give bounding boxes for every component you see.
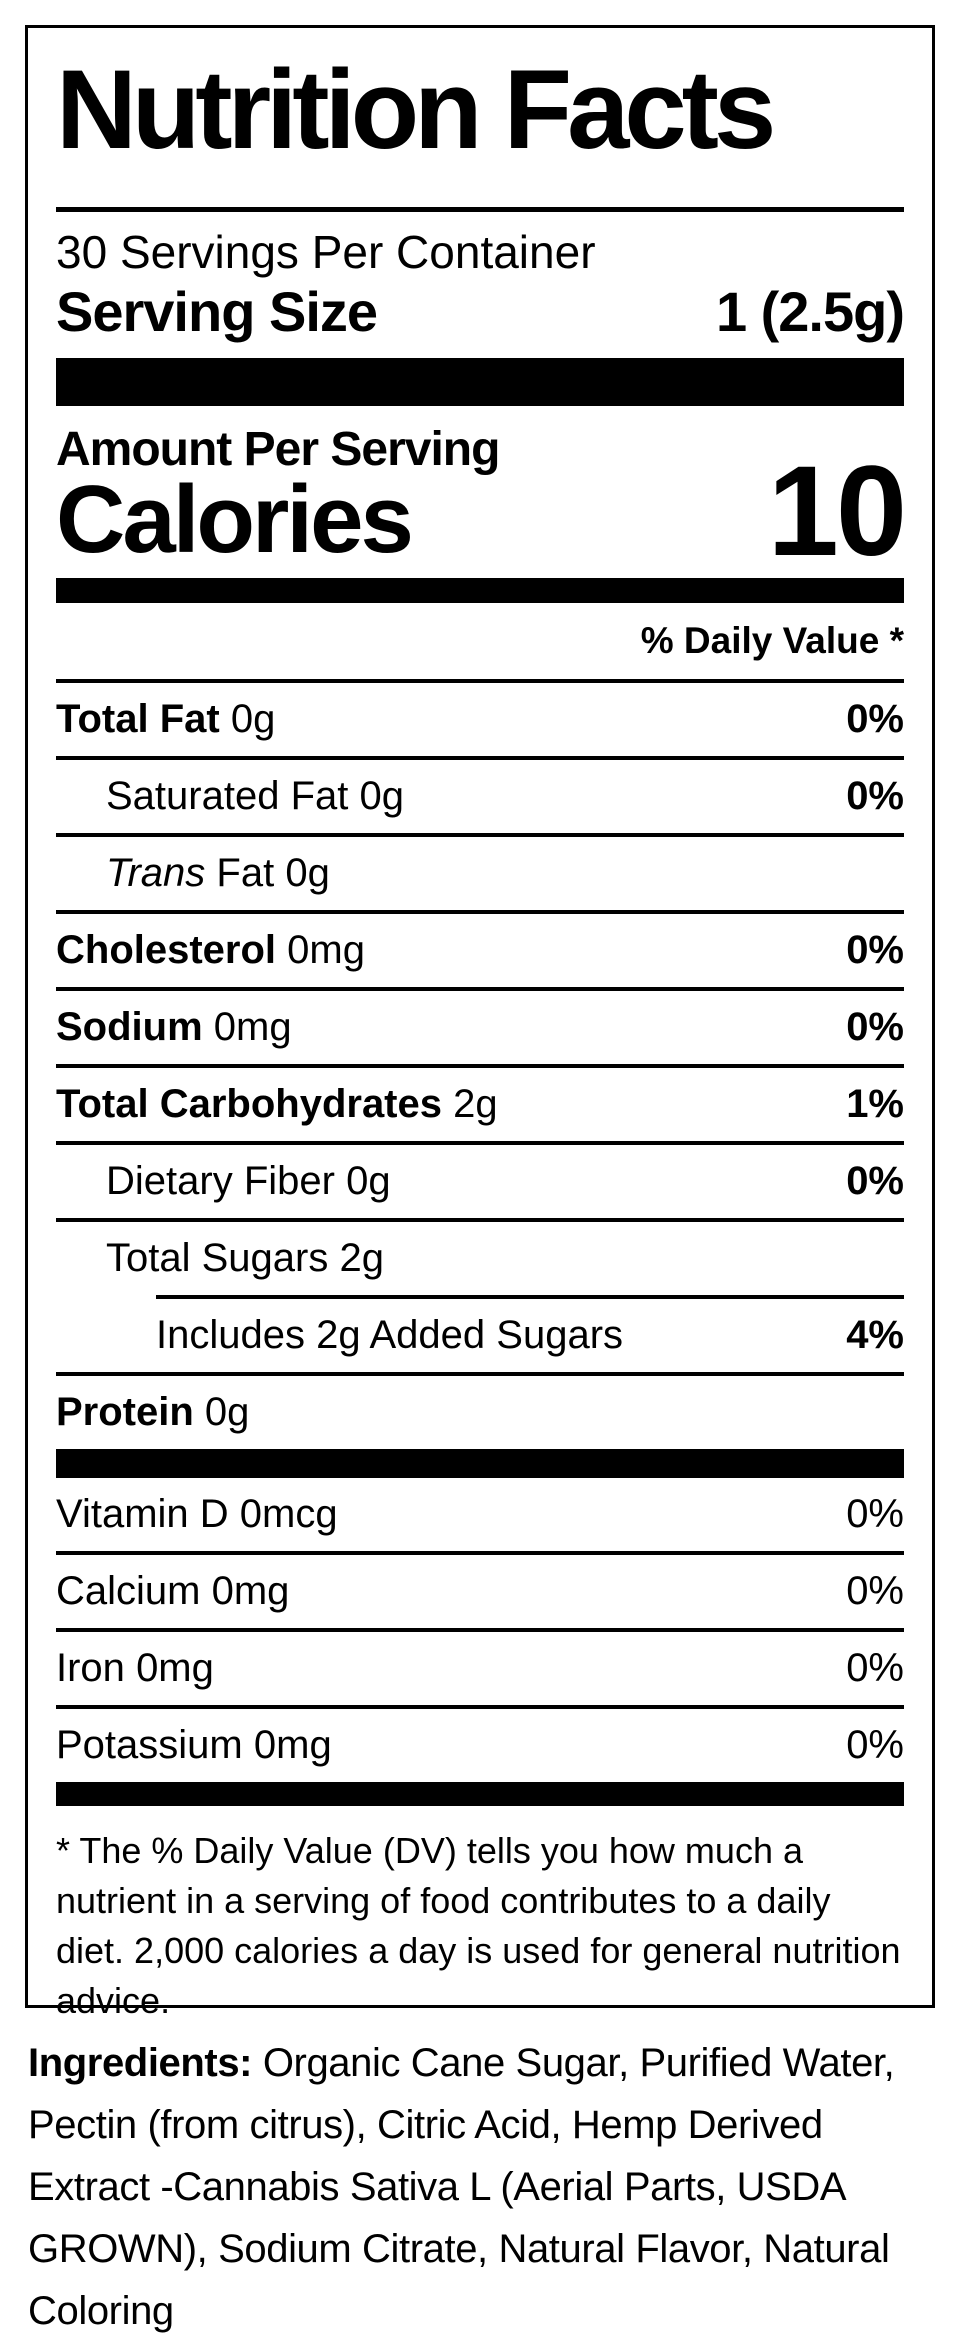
serving-size-value: 1 (2.5g) bbox=[715, 280, 905, 343]
nutrient-row-calcium: Calcium 0mg 0% bbox=[56, 1551, 904, 1628]
nutrient-row-saturated-fat: Saturated Fat 0g 0% bbox=[56, 756, 904, 833]
nutrient-row-total-fat: Total Fat 0g 0% bbox=[56, 683, 904, 756]
nutrient-name: Dietary Fiber 0g bbox=[106, 1159, 391, 1203]
daily-value: 0% bbox=[846, 928, 904, 972]
nutrient-name: Protein 0g bbox=[56, 1390, 250, 1434]
nutrient-amount: 0mcg bbox=[239, 1492, 338, 1536]
nutrient-amount: 0mg bbox=[287, 928, 365, 972]
nutrient-row-iron: Iron 0mg 0% bbox=[56, 1628, 904, 1705]
nutrition-facts-label: Nutrition Facts 30 Servings Per Containe… bbox=[25, 25, 935, 2021]
amount-per-serving-label: Amount Per Serving bbox=[56, 423, 500, 476]
nutrient-amount: 0g bbox=[230, 697, 276, 741]
title-rule bbox=[56, 207, 904, 212]
nutrient-name: Trans Fat 0g bbox=[106, 851, 330, 895]
nutrient-name: Sodium 0mg bbox=[56, 1005, 292, 1049]
serving-size-label: Serving Size bbox=[56, 280, 378, 343]
nutrient-amount: 0mg bbox=[136, 1646, 214, 1690]
nutrient-row-potassium: Potassium 0mg 0% bbox=[56, 1705, 904, 1782]
nutrient-name: Includes 2g Added Sugars bbox=[156, 1313, 624, 1357]
nutrient-row-total-carbohydrates: Total Carbohydrates 2g 1% bbox=[56, 1064, 904, 1141]
daily-value: 0% bbox=[846, 1005, 904, 1049]
nutrient-name: Saturated Fat 0g bbox=[106, 774, 404, 818]
nutrient-amount: 0g bbox=[204, 1390, 250, 1434]
nutrient-amount: 0g bbox=[359, 774, 405, 818]
nutrient-name: Iron 0mg bbox=[56, 1646, 214, 1690]
nutrient-name: Cholesterol 0mg bbox=[56, 928, 365, 972]
nutrient-row-protein: Protein 0g bbox=[56, 1372, 904, 1449]
calories-label: Calories bbox=[56, 466, 414, 573]
calories-value: 10 bbox=[767, 440, 907, 583]
ingredients-paragraph: Ingredients: Organic Cane Sugar, Purifie… bbox=[28, 2032, 935, 2342]
nutrient-row-added-sugars: Includes 2g Added Sugars 4% bbox=[156, 1295, 904, 1372]
nutrient-amount: 0g bbox=[285, 851, 330, 895]
nutrient-row-dietary-fiber: Dietary Fiber 0g 0% bbox=[56, 1141, 904, 1218]
nutrient-name: Potassium 0mg bbox=[56, 1723, 332, 1767]
label-title: Nutrition Facts bbox=[56, 47, 776, 172]
daily-value: 0% bbox=[846, 1646, 904, 1690]
nutrient-name: Calcium 0mg bbox=[56, 1569, 290, 1613]
daily-value: 0% bbox=[846, 1492, 904, 1536]
ingredients-text: Organic Cane Sugar, Purified Water, Pect… bbox=[28, 2041, 895, 2333]
daily-value: 0% bbox=[846, 697, 904, 741]
nutrient-name: Total Sugars 2g bbox=[106, 1236, 384, 1280]
nutrient-row-sodium: Sodium 0mg 0% bbox=[56, 987, 904, 1064]
daily-value: 4% bbox=[846, 1313, 904, 1357]
serving-size-row: Serving Size 1 (2.5g) bbox=[56, 280, 905, 344]
nutrient-amount: 2g bbox=[453, 1082, 498, 1126]
separator-bar bbox=[56, 1449, 904, 1478]
daily-value: 0% bbox=[846, 1159, 904, 1203]
separator-bar bbox=[56, 578, 904, 603]
nutrient-rows: Total Fat 0g 0% Saturated Fat 0g 0% Tran… bbox=[56, 679, 904, 1449]
nutrient-name: Vitamin D 0mcg bbox=[56, 1492, 338, 1536]
nutrient-amount: 0mg bbox=[253, 1723, 332, 1767]
servings-per-container: 30 Servings Per Container bbox=[56, 226, 596, 278]
nutrient-name: Total Carbohydrates 2g bbox=[56, 1082, 498, 1126]
nutrient-amount: 0g bbox=[346, 1159, 391, 1203]
nutrient-amount: 0mg bbox=[211, 1569, 290, 1613]
separator-bar bbox=[56, 1782, 904, 1806]
nutrient-row-trans-fat: Trans Fat 0g bbox=[56, 833, 904, 910]
nutrient-name: Total Fat 0g bbox=[56, 697, 276, 741]
nutrient-row-total-sugars: Total Sugars 2g bbox=[56, 1218, 904, 1295]
daily-value-footnote: * The % Daily Value (DV) tells you how m… bbox=[56, 1830, 901, 2021]
nutrient-row-cholesterol: Cholesterol 0mg 0% bbox=[56, 910, 904, 987]
nutrient-amount: 2g bbox=[339, 1236, 384, 1280]
micronutrient-rows: Vitamin D 0mcg 0% Calcium 0mg 0% Iron 0m… bbox=[56, 1478, 904, 1782]
daily-value-header: % Daily Value * bbox=[640, 620, 904, 661]
ingredients-label: Ingredients: bbox=[28, 2041, 253, 2085]
calories-left: Amount Per Serving Calories bbox=[56, 423, 500, 573]
daily-value: 0% bbox=[846, 1569, 904, 1613]
daily-value: 1% bbox=[846, 1082, 904, 1126]
nutrient-row-vitamin-d: Vitamin D 0mcg 0% bbox=[56, 1478, 904, 1551]
calories-section: Amount Per Serving Calories 10 bbox=[56, 423, 907, 583]
daily-value: 0% bbox=[846, 774, 904, 818]
daily-value: 0% bbox=[846, 1723, 904, 1767]
separator-bar bbox=[56, 358, 904, 406]
nutrient-amount: 0mg bbox=[213, 1005, 292, 1049]
